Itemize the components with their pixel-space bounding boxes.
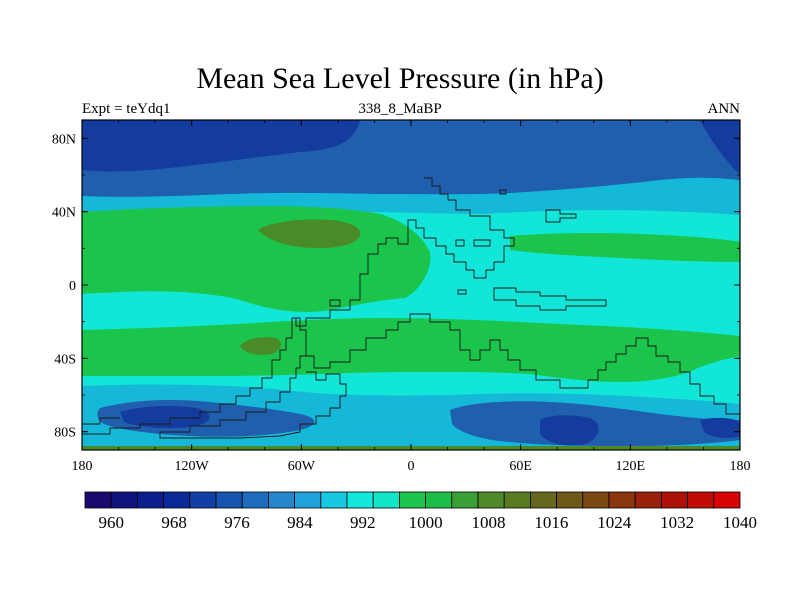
colorbar-swatch (136, 491, 164, 509)
subtropical-high-north-east (510, 233, 740, 262)
x-tick-label: 120E (616, 459, 646, 474)
colorbar-swatch (661, 491, 689, 509)
colorbar-swatch (110, 491, 138, 509)
y-tick-label: 40S (54, 352, 76, 367)
colorbar-label: 1016 (534, 513, 568, 532)
continent-outlines (82, 177, 740, 439)
colorbar-swatch (530, 491, 558, 509)
north-high-core (258, 219, 361, 248)
x-tick-label: 120W (175, 459, 210, 474)
southern-trough-west (120, 405, 210, 429)
colorbar-label: 960 (98, 513, 124, 532)
y-tick-label: 80S (54, 426, 76, 441)
colorbar-label: 992 (350, 513, 376, 532)
colorbar-swatch (346, 491, 374, 509)
colorbar-label: 1000 (409, 513, 443, 532)
colorbar-swatch (477, 491, 505, 509)
colorbar-swatch (189, 491, 217, 509)
colorbar-swatch (634, 491, 662, 509)
colorbar-swatch (451, 491, 479, 509)
x-tick-label: 180 (72, 459, 93, 474)
y-tick-label: 40N (52, 206, 76, 221)
colorbar-swatch (713, 491, 741, 509)
colorbar-swatch (320, 491, 348, 509)
north-deep-low-west (82, 120, 360, 172)
colorbar-swatch (556, 491, 584, 509)
north-deep-low-east (700, 120, 740, 175)
colorbar-label: 1024 (597, 513, 632, 532)
x-tick-label: 180 (730, 459, 751, 474)
x-tick-label: 0 (408, 459, 415, 474)
y-tick-label: 80N (52, 132, 76, 147)
colorbar-label: 968 (161, 513, 187, 532)
colorbar-swatch (582, 491, 610, 509)
colorbar-swatch (503, 491, 531, 509)
colorbar-label: 1040 (723, 513, 757, 532)
colorbar-swatch (215, 491, 243, 509)
axis-ticks (81, 120, 741, 450)
southern-trough-core (540, 415, 599, 446)
y-tick-label: 0 (69, 279, 76, 294)
colorbar-swatch (425, 491, 453, 509)
tropical-low-band (82, 177, 740, 215)
colorbar-label: 984 (287, 513, 313, 532)
map-title: Mean Sea Level Pressure (in hPa) (196, 62, 604, 95)
x-tick-label: 60E (509, 459, 532, 474)
colorbar-swatch (84, 491, 112, 509)
experiment-label: Expt = teYdq1 (82, 101, 171, 117)
season-label: ANN (707, 101, 741, 117)
colorbar-label: 1008 (471, 513, 505, 532)
colorbar-swatch (687, 491, 715, 509)
colorbar-labels: 960 968 976 984 992 1000 1008 1016 1024 1032 1040 (98, 513, 757, 532)
southern-trough-east (700, 417, 740, 439)
colorbar-label: 976 (224, 513, 250, 532)
colorbar-swatch (163, 491, 191, 509)
colorbar-swatch (398, 491, 426, 509)
south-high-core (240, 337, 281, 355)
epoch-label: 338_8_MaBP (358, 101, 442, 117)
colorbar-swatch (267, 491, 295, 509)
colorbar-swatch (608, 491, 636, 509)
pressure-field (82, 120, 740, 450)
colorbar-swatch (294, 491, 322, 509)
colorbar (84, 491, 741, 509)
subtropical-high-south (82, 318, 740, 382)
colorbar-label: 1032 (660, 513, 694, 532)
axis-labels: 180 120W 60W 0 60E 120E 180 80N 40N 0 40S 80S (52, 132, 751, 474)
colorbar-swatch (241, 491, 269, 509)
colorbar-swatch (372, 491, 400, 509)
x-tick-label: 60W (288, 459, 316, 474)
